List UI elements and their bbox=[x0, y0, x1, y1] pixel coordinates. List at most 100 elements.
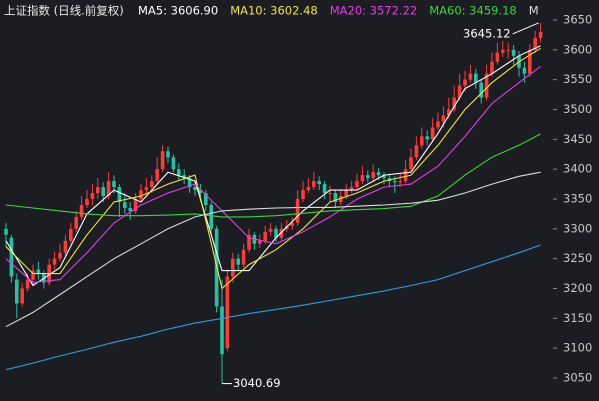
candle-body bbox=[155, 169, 159, 182]
legend-label: MA60: 3459.18 bbox=[429, 4, 517, 18]
candle-body bbox=[101, 187, 105, 197]
y-tick-label: 3450 bbox=[563, 132, 592, 146]
candle-body bbox=[344, 190, 348, 197]
candle-body bbox=[106, 181, 111, 197]
y-tick-label: 3050 bbox=[563, 371, 592, 385]
candle-body bbox=[268, 228, 273, 232]
candle-body bbox=[144, 187, 149, 191]
y-tick-label: 3150 bbox=[563, 311, 592, 325]
candle-body bbox=[339, 196, 343, 202]
candle-body bbox=[128, 207, 132, 211]
ma-line bbox=[5, 47, 541, 290]
candle-body bbox=[322, 184, 327, 194]
candle-body bbox=[96, 187, 100, 194]
candle-body bbox=[20, 288, 24, 304]
candle-body bbox=[69, 228, 73, 241]
candle-body bbox=[290, 222, 294, 226]
candle-body bbox=[171, 157, 176, 170]
y-tick-label: 3600 bbox=[563, 42, 592, 56]
candle-body bbox=[231, 258, 235, 277]
candle-body bbox=[452, 97, 456, 110]
legend-label: MA5: 3606.90 bbox=[138, 4, 218, 18]
candle-body bbox=[225, 276, 230, 349]
high-annotation: 3645.12 bbox=[463, 26, 511, 40]
candle-body bbox=[241, 249, 246, 265]
candle-body bbox=[457, 85, 462, 98]
candle-body bbox=[506, 49, 510, 51]
candle-body bbox=[90, 193, 95, 200]
candle-body bbox=[376, 172, 381, 176]
y-tick-label: 3500 bbox=[563, 102, 592, 116]
candle-body bbox=[15, 279, 19, 304]
candle-body bbox=[63, 240, 68, 253]
y-tick-label: 3200 bbox=[563, 281, 592, 295]
y-tick-label: 3300 bbox=[563, 221, 592, 235]
y-tick-label: 3350 bbox=[563, 192, 592, 206]
candle-body bbox=[139, 190, 143, 200]
candle-body bbox=[52, 258, 57, 265]
candle-body bbox=[9, 237, 14, 277]
candle-body bbox=[160, 151, 165, 170]
candle-body bbox=[133, 199, 138, 211]
candle-body bbox=[258, 240, 262, 244]
candle-body bbox=[382, 175, 386, 179]
candle-body bbox=[112, 181, 116, 188]
ma-line bbox=[5, 45, 541, 287]
candle-body bbox=[166, 151, 170, 158]
y-tick-label: 3100 bbox=[563, 341, 592, 355]
candle-body bbox=[495, 52, 500, 62]
candle-body bbox=[468, 73, 473, 80]
candle-body bbox=[479, 82, 483, 98]
candle-body bbox=[182, 175, 186, 179]
legend-label: MA10: 3602.48 bbox=[230, 4, 318, 18]
candle-body bbox=[501, 49, 505, 53]
ma-line bbox=[5, 171, 541, 328]
candle-body bbox=[360, 175, 365, 182]
y-tick-label: 3650 bbox=[563, 12, 592, 26]
ma-line bbox=[5, 133, 541, 218]
candle-body bbox=[533, 37, 537, 50]
candle-body bbox=[236, 258, 240, 265]
candle-body bbox=[177, 169, 181, 176]
candle-body bbox=[247, 234, 251, 250]
candle-body bbox=[198, 190, 203, 194]
candle-body bbox=[420, 136, 424, 146]
candle-body bbox=[58, 252, 62, 259]
candle-body bbox=[295, 199, 300, 223]
legend-label: MA20: 3572.22 bbox=[330, 4, 418, 18]
candle-body bbox=[366, 175, 370, 179]
candle-body bbox=[263, 231, 267, 241]
candle-body bbox=[312, 181, 316, 188]
candle-body bbox=[436, 121, 440, 128]
candle-body bbox=[85, 199, 89, 205]
candle-body bbox=[414, 145, 419, 158]
candle-body bbox=[204, 193, 208, 205]
candle-body bbox=[117, 187, 122, 202]
candle-body bbox=[187, 178, 192, 188]
y-tick-label: 3550 bbox=[563, 72, 592, 86]
candle-body bbox=[193, 187, 197, 191]
candle-body bbox=[398, 181, 402, 183]
candle-body bbox=[474, 73, 478, 83]
candle-body bbox=[349, 187, 354, 191]
candle-body bbox=[301, 190, 305, 200]
candle-body bbox=[371, 172, 375, 179]
candle-body bbox=[355, 181, 359, 188]
candle-body bbox=[522, 67, 527, 74]
y-tick-label: 3250 bbox=[563, 251, 592, 265]
low-annotation: 3040.69 bbox=[233, 376, 281, 390]
candle-body bbox=[79, 204, 84, 217]
candle-body bbox=[425, 136, 429, 140]
candle-body bbox=[36, 269, 41, 274]
ma-line bbox=[5, 65, 541, 284]
candle-body bbox=[441, 115, 446, 122]
candle-body bbox=[403, 169, 408, 182]
annotation-line bbox=[512, 22, 539, 35]
candle-body bbox=[74, 216, 78, 229]
candle-body bbox=[538, 31, 543, 38]
candle-body bbox=[528, 49, 532, 74]
candle-body bbox=[274, 228, 278, 238]
